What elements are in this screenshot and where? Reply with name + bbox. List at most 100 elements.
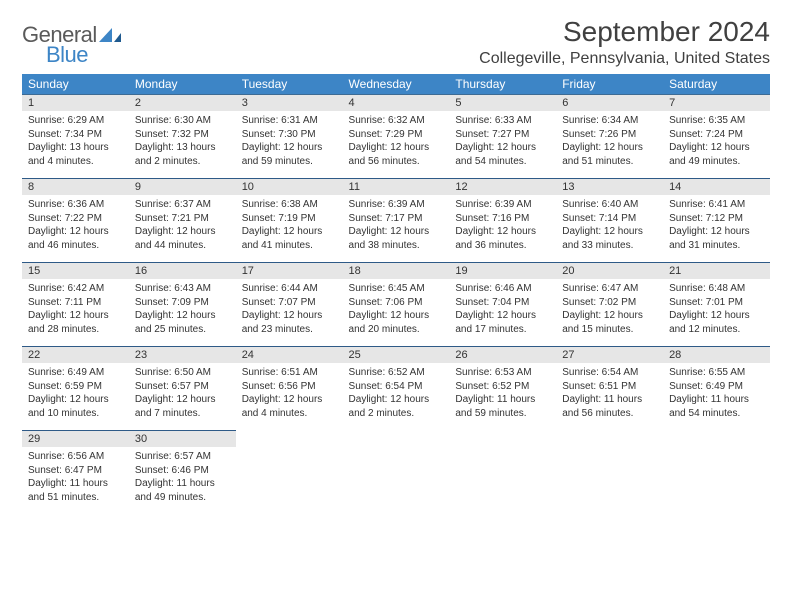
calendar-day: 19Sunrise: 6:46 AMSunset: 7:04 PMDayligh… bbox=[449, 263, 556, 347]
month-title: September 2024 bbox=[479, 16, 770, 48]
calendar-day: .. bbox=[556, 431, 663, 515]
day-number: 6 bbox=[556, 95, 663, 111]
day-number: 1 bbox=[22, 95, 129, 111]
calendar-day: 10Sunrise: 6:38 AMSunset: 7:19 PMDayligh… bbox=[236, 179, 343, 263]
day-details: Sunrise: 6:46 AMSunset: 7:04 PMDaylight:… bbox=[449, 279, 556, 340]
day-number: 7 bbox=[663, 95, 770, 111]
logo: General Blue bbox=[22, 22, 121, 68]
day-details: Sunrise: 6:48 AMSunset: 7:01 PMDaylight:… bbox=[663, 279, 770, 340]
calendar-day: .. bbox=[236, 431, 343, 515]
calendar-day: 11Sunrise: 6:39 AMSunset: 7:17 PMDayligh… bbox=[343, 179, 450, 263]
day-details: Sunrise: 6:54 AMSunset: 6:51 PMDaylight:… bbox=[556, 363, 663, 424]
day-details: Sunrise: 6:50 AMSunset: 6:57 PMDaylight:… bbox=[129, 363, 236, 424]
calendar-week: 8Sunrise: 6:36 AMSunset: 7:22 PMDaylight… bbox=[22, 179, 770, 263]
day-number: 8 bbox=[22, 179, 129, 195]
day-details: Sunrise: 6:33 AMSunset: 7:27 PMDaylight:… bbox=[449, 111, 556, 172]
day-number: 20 bbox=[556, 263, 663, 279]
calendar-day: 8Sunrise: 6:36 AMSunset: 7:22 PMDaylight… bbox=[22, 179, 129, 263]
day-details: Sunrise: 6:55 AMSunset: 6:49 PMDaylight:… bbox=[663, 363, 770, 424]
header: General Blue September 2024 Collegeville… bbox=[22, 16, 770, 68]
weekday-sun: Sunday bbox=[22, 74, 129, 95]
calendar-day: 14Sunrise: 6:41 AMSunset: 7:12 PMDayligh… bbox=[663, 179, 770, 263]
title-block: September 2024 Collegeville, Pennsylvani… bbox=[479, 16, 770, 68]
calendar-day: .. bbox=[343, 431, 450, 515]
calendar-day: .. bbox=[663, 431, 770, 515]
day-details: Sunrise: 6:41 AMSunset: 7:12 PMDaylight:… bbox=[663, 195, 770, 256]
calendar-week: 15Sunrise: 6:42 AMSunset: 7:11 PMDayligh… bbox=[22, 263, 770, 347]
day-number: 16 bbox=[129, 263, 236, 279]
weekday-sat: Saturday bbox=[663, 74, 770, 95]
day-number: 9 bbox=[129, 179, 236, 195]
calendar-grid: Sunday Monday Tuesday Wednesday Thursday… bbox=[22, 74, 770, 515]
weekday-thu: Thursday bbox=[449, 74, 556, 95]
weekday-fri: Friday bbox=[556, 74, 663, 95]
calendar-week: 22Sunrise: 6:49 AMSunset: 6:59 PMDayligh… bbox=[22, 347, 770, 431]
day-number: 28 bbox=[663, 347, 770, 363]
day-number: 30 bbox=[129, 431, 236, 447]
calendar-day: 1Sunrise: 6:29 AMSunset: 7:34 PMDaylight… bbox=[22, 95, 129, 179]
calendar-day: 21Sunrise: 6:48 AMSunset: 7:01 PMDayligh… bbox=[663, 263, 770, 347]
calendar-day: 30Sunrise: 6:57 AMSunset: 6:46 PMDayligh… bbox=[129, 431, 236, 515]
day-details: Sunrise: 6:32 AMSunset: 7:29 PMDaylight:… bbox=[343, 111, 450, 172]
calendar-day: 7Sunrise: 6:35 AMSunset: 7:24 PMDaylight… bbox=[663, 95, 770, 179]
day-details: Sunrise: 6:38 AMSunset: 7:19 PMDaylight:… bbox=[236, 195, 343, 256]
calendar-day: 5Sunrise: 6:33 AMSunset: 7:27 PMDaylight… bbox=[449, 95, 556, 179]
calendar-day: 12Sunrise: 6:39 AMSunset: 7:16 PMDayligh… bbox=[449, 179, 556, 263]
day-details: Sunrise: 6:42 AMSunset: 7:11 PMDaylight:… bbox=[22, 279, 129, 340]
calendar-day: .. bbox=[449, 431, 556, 515]
day-number: 2 bbox=[129, 95, 236, 111]
calendar-day: 3Sunrise: 6:31 AMSunset: 7:30 PMDaylight… bbox=[236, 95, 343, 179]
day-number: 17 bbox=[236, 263, 343, 279]
day-details: Sunrise: 6:44 AMSunset: 7:07 PMDaylight:… bbox=[236, 279, 343, 340]
weekday-mon: Monday bbox=[129, 74, 236, 95]
day-number: 26 bbox=[449, 347, 556, 363]
calendar-day: 28Sunrise: 6:55 AMSunset: 6:49 PMDayligh… bbox=[663, 347, 770, 431]
calendar-day: 15Sunrise: 6:42 AMSunset: 7:11 PMDayligh… bbox=[22, 263, 129, 347]
day-number: 10 bbox=[236, 179, 343, 195]
calendar-day: 26Sunrise: 6:53 AMSunset: 6:52 PMDayligh… bbox=[449, 347, 556, 431]
day-details: Sunrise: 6:35 AMSunset: 7:24 PMDaylight:… bbox=[663, 111, 770, 172]
calendar-week: 29Sunrise: 6:56 AMSunset: 6:47 PMDayligh… bbox=[22, 431, 770, 515]
logo-sail-icon bbox=[99, 28, 121, 42]
day-details: Sunrise: 6:40 AMSunset: 7:14 PMDaylight:… bbox=[556, 195, 663, 256]
day-number: 24 bbox=[236, 347, 343, 363]
calendar-day: 17Sunrise: 6:44 AMSunset: 7:07 PMDayligh… bbox=[236, 263, 343, 347]
day-number: 19 bbox=[449, 263, 556, 279]
day-number: 22 bbox=[22, 347, 129, 363]
calendar-day: 20Sunrise: 6:47 AMSunset: 7:02 PMDayligh… bbox=[556, 263, 663, 347]
day-details: Sunrise: 6:30 AMSunset: 7:32 PMDaylight:… bbox=[129, 111, 236, 172]
day-details: Sunrise: 6:49 AMSunset: 6:59 PMDaylight:… bbox=[22, 363, 129, 424]
day-details: Sunrise: 6:53 AMSunset: 6:52 PMDaylight:… bbox=[449, 363, 556, 424]
calendar-day: 27Sunrise: 6:54 AMSunset: 6:51 PMDayligh… bbox=[556, 347, 663, 431]
day-details: Sunrise: 6:34 AMSunset: 7:26 PMDaylight:… bbox=[556, 111, 663, 172]
calendar-day: 9Sunrise: 6:37 AMSunset: 7:21 PMDaylight… bbox=[129, 179, 236, 263]
day-number: 25 bbox=[343, 347, 450, 363]
day-details: Sunrise: 6:37 AMSunset: 7:21 PMDaylight:… bbox=[129, 195, 236, 256]
day-details: Sunrise: 6:29 AMSunset: 7:34 PMDaylight:… bbox=[22, 111, 129, 172]
day-details: Sunrise: 6:36 AMSunset: 7:22 PMDaylight:… bbox=[22, 195, 129, 256]
day-details: Sunrise: 6:51 AMSunset: 6:56 PMDaylight:… bbox=[236, 363, 343, 424]
calendar-week: 1Sunrise: 6:29 AMSunset: 7:34 PMDaylight… bbox=[22, 95, 770, 179]
day-number: 4 bbox=[343, 95, 450, 111]
day-details: Sunrise: 6:52 AMSunset: 6:54 PMDaylight:… bbox=[343, 363, 450, 424]
calendar-day: 13Sunrise: 6:40 AMSunset: 7:14 PMDayligh… bbox=[556, 179, 663, 263]
day-details: Sunrise: 6:45 AMSunset: 7:06 PMDaylight:… bbox=[343, 279, 450, 340]
day-number: 13 bbox=[556, 179, 663, 195]
day-number: 21 bbox=[663, 263, 770, 279]
day-details: Sunrise: 6:39 AMSunset: 7:16 PMDaylight:… bbox=[449, 195, 556, 256]
calendar-day: 23Sunrise: 6:50 AMSunset: 6:57 PMDayligh… bbox=[129, 347, 236, 431]
day-number: 23 bbox=[129, 347, 236, 363]
day-number: 11 bbox=[343, 179, 450, 195]
weekday-tue: Tuesday bbox=[236, 74, 343, 95]
calendar-day: 2Sunrise: 6:30 AMSunset: 7:32 PMDaylight… bbox=[129, 95, 236, 179]
day-details: Sunrise: 6:31 AMSunset: 7:30 PMDaylight:… bbox=[236, 111, 343, 172]
day-number: 18 bbox=[343, 263, 450, 279]
calendar-day: 16Sunrise: 6:43 AMSunset: 7:09 PMDayligh… bbox=[129, 263, 236, 347]
weekday-wed: Wednesday bbox=[343, 74, 450, 95]
calendar-day: 29Sunrise: 6:56 AMSunset: 6:47 PMDayligh… bbox=[22, 431, 129, 515]
day-number: 12 bbox=[449, 179, 556, 195]
day-number: 14 bbox=[663, 179, 770, 195]
weekday-row: Sunday Monday Tuesday Wednesday Thursday… bbox=[22, 74, 770, 95]
calendar-day: 18Sunrise: 6:45 AMSunset: 7:06 PMDayligh… bbox=[343, 263, 450, 347]
day-number: 15 bbox=[22, 263, 129, 279]
